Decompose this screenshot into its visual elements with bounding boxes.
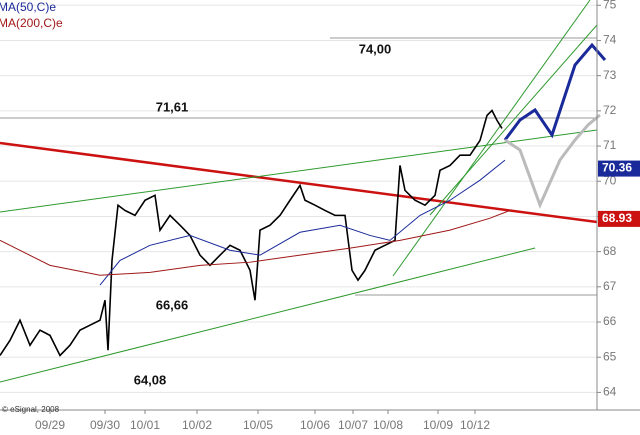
x-tick-label: 10/06 <box>300 418 330 432</box>
x-tick-label: 10/12 <box>460 418 490 432</box>
price-tag-label: 70.36 <box>602 161 632 175</box>
axes: 64656667686970717273747509/2909/3010/011… <box>35 0 640 432</box>
green-trendline <box>0 247 536 383</box>
green-trendline <box>429 24 597 216</box>
red-trendline <box>0 141 597 224</box>
series-line <box>99 159 506 286</box>
grid <box>0 4 597 393</box>
green-trendline <box>0 129 597 213</box>
x-tick-label: 10/07 <box>338 418 368 432</box>
annotation: 64,08 <box>134 372 167 387</box>
legend-entry: MA(200,C)e <box>0 16 63 30</box>
drawings <box>0 0 597 383</box>
x-tick-label: 10/09 <box>423 418 453 432</box>
credit: © eSignal, 2008 <box>2 405 60 414</box>
y-tick-label: 75 <box>603 0 617 11</box>
y-tick-label: 72 <box>603 103 617 117</box>
green-trendline <box>392 0 591 277</box>
forecast-up <box>503 42 607 141</box>
y-tick-label: 66 <box>603 314 617 328</box>
y-tick-label: 74 <box>603 33 617 47</box>
x-tick-label: 10/01 <box>130 418 160 432</box>
y-tick-label: 70 <box>603 173 617 187</box>
y-tick-label: 73 <box>603 68 617 82</box>
annotation: 71,61 <box>156 99 189 114</box>
price-tag <box>598 210 640 227</box>
x-tick-label: 10/08 <box>373 418 403 432</box>
y-tick-label: 71 <box>603 138 617 152</box>
price-tag <box>598 160 640 177</box>
legend-entry: MA(50,C)e <box>0 0 56 14</box>
y-tick-label: 67 <box>603 279 617 293</box>
x-tick-label: 09/29 <box>35 418 65 432</box>
x-tick-label: 09/30 <box>90 418 120 432</box>
price-tag-label: 68.93 <box>602 211 632 225</box>
x-tick-label: 10/05 <box>243 418 273 432</box>
series-line <box>0 209 511 276</box>
series-line <box>0 109 503 357</box>
forecast-down <box>504 113 601 210</box>
y-tick-label: 65 <box>603 349 617 363</box>
y-tick-label: 64 <box>603 385 617 399</box>
series <box>0 109 511 357</box>
annotation: 74,00 <box>359 41 392 56</box>
annotation: 66,66 <box>156 297 189 312</box>
x-tick-label: 10/02 <box>182 418 212 432</box>
y-tick-label: 68 <box>603 244 617 258</box>
